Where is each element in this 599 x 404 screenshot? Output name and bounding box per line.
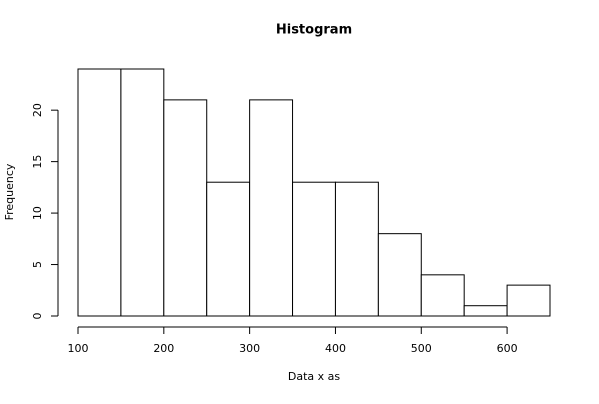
x-tick-label: 600 xyxy=(497,342,518,355)
x-tick-label: 100 xyxy=(68,342,89,355)
bar xyxy=(77,68,122,317)
x-tick-label: 500 xyxy=(411,342,432,355)
y-axis-label: Frequency xyxy=(3,163,16,220)
bar xyxy=(120,68,165,317)
x-axis-label: Data x as xyxy=(288,370,341,383)
x-tick-label: 200 xyxy=(153,342,174,355)
y-tick-label: 10 xyxy=(31,206,44,220)
bar xyxy=(249,99,294,317)
bar xyxy=(206,181,251,317)
bar xyxy=(163,99,208,317)
bar xyxy=(420,274,465,317)
x-tick-label: 400 xyxy=(325,342,346,355)
y-tick-label: 0 xyxy=(31,313,44,320)
x-tick-label: 300 xyxy=(239,342,260,355)
bar xyxy=(377,233,422,317)
bar xyxy=(292,181,336,317)
bar xyxy=(463,305,508,317)
chart-title: Histogram xyxy=(276,23,352,38)
bar xyxy=(334,181,379,317)
bar xyxy=(506,284,551,317)
y-tick-label: 15 xyxy=(31,155,44,169)
y-tick-label: 20 xyxy=(31,103,44,117)
y-tick-label: 5 xyxy=(31,261,44,268)
